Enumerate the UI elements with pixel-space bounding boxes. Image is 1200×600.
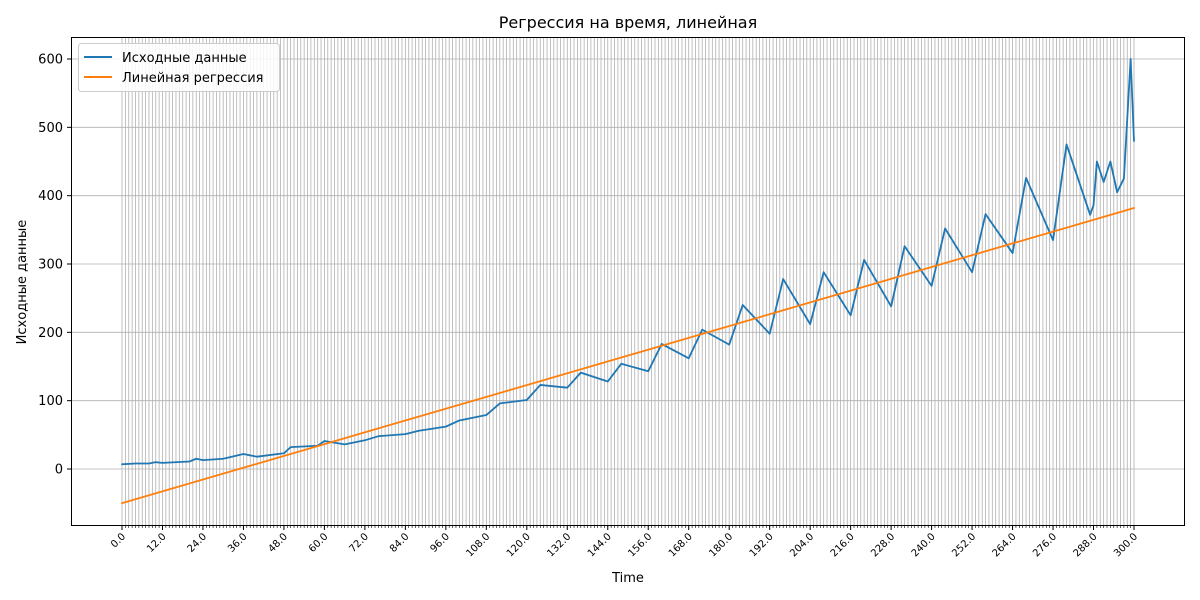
series-line-linear-regression — [121, 207, 1135, 505]
horizontal-grid — [72, 58, 1184, 470]
y-tick-label: 500 — [38, 121, 63, 136]
vertical-grid — [121, 38, 1135, 525]
legend: Исходные данные Линейная регрессия — [78, 43, 280, 92]
y-tick-label: 200 — [38, 326, 63, 341]
y-tick-label: 400 — [38, 189, 63, 204]
y-tick-label: 100 — [38, 394, 63, 409]
series-line-source-data — [121, 58, 1135, 466]
series-layer — [121, 58, 1135, 505]
y-axis-label: Исходные данные — [15, 220, 30, 345]
y-axis-ticks: 0 100 200 300 400 500 600 — [38, 53, 72, 478]
legend-label-source-data: Исходные данные — [122, 51, 247, 66]
legend-box — [78, 43, 280, 92]
y-tick-label: 600 — [38, 53, 63, 68]
x-axis-label: Time — [611, 571, 644, 586]
y-tick-label: 0 — [55, 463, 63, 478]
y-tick-label: 300 — [38, 258, 63, 273]
chart-title: Регрессия на время, линейная — [499, 13, 757, 32]
legend-label-linear-regression: Линейная регрессия — [122, 71, 263, 86]
